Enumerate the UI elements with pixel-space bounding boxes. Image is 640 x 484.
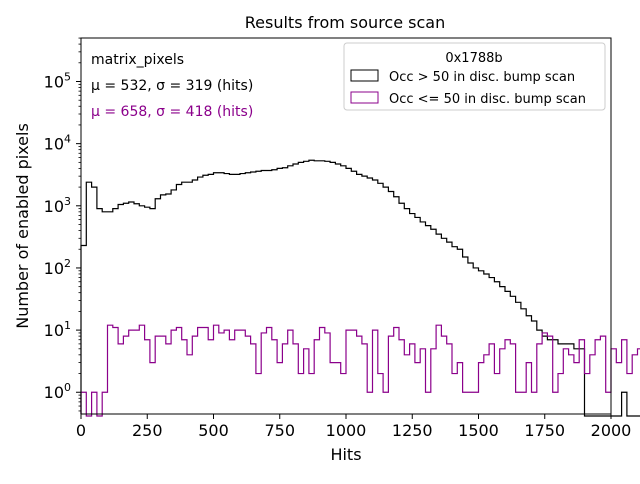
x-tick-label: 1500	[458, 421, 499, 440]
x-tick-label: 1750	[524, 421, 565, 440]
legend-swatch-purple	[350, 91, 379, 104]
histogram-bars	[80, 159, 640, 417]
x-tick-label: 1000	[326, 421, 367, 440]
x-tick-label: 500	[198, 421, 229, 440]
x-axis-label: Hits	[330, 445, 361, 464]
annotation-name: matrix_pixels	[91, 52, 184, 68]
histogram-series-1	[80, 324, 640, 417]
chart-title: Results from source scan	[245, 13, 445, 32]
histogram-series-0	[80, 159, 640, 417]
y-tick-label: 100	[44, 381, 71, 402]
x-tick-label: 2000	[591, 421, 632, 440]
y-axis-ticks: 100 101 102 103 104 105	[44, 37, 81, 412]
legend: 0x1788b Occ > 50 in disc. bump scan Occ …	[343, 42, 606, 111]
y-tick-label: 104	[44, 133, 71, 154]
y-tick-label: 102	[44, 257, 71, 278]
x-tick-label: 0	[76, 421, 86, 440]
y-tick-label: 101	[44, 319, 71, 340]
annotation-stats-black: μ = 532, σ = 319 (hits)	[91, 78, 253, 94]
x-tick-label: 250	[132, 421, 163, 440]
legend-label-black: Occ > 50 in disc. bump scan	[389, 70, 575, 85]
y-tick-label: 103	[44, 195, 71, 216]
legend-label-purple: Occ <= 50 in disc. bump scan	[389, 92, 586, 107]
annotation-stats-purple: μ = 658, σ = 418 (hits)	[91, 104, 253, 120]
x-tick-label: 750	[264, 421, 295, 440]
legend-box	[343, 42, 606, 111]
legend-title: 0x1788b	[445, 51, 502, 66]
legend-swatch-black	[350, 69, 379, 82]
y-axis-label: Number of enabled pixels	[13, 123, 32, 329]
x-axis-ticks: 0 250 500 750 1000 1250 1500 1750 2000	[76, 414, 631, 440]
y-tick-label: 105	[44, 71, 71, 92]
x-tick-label: 1250	[392, 421, 433, 440]
